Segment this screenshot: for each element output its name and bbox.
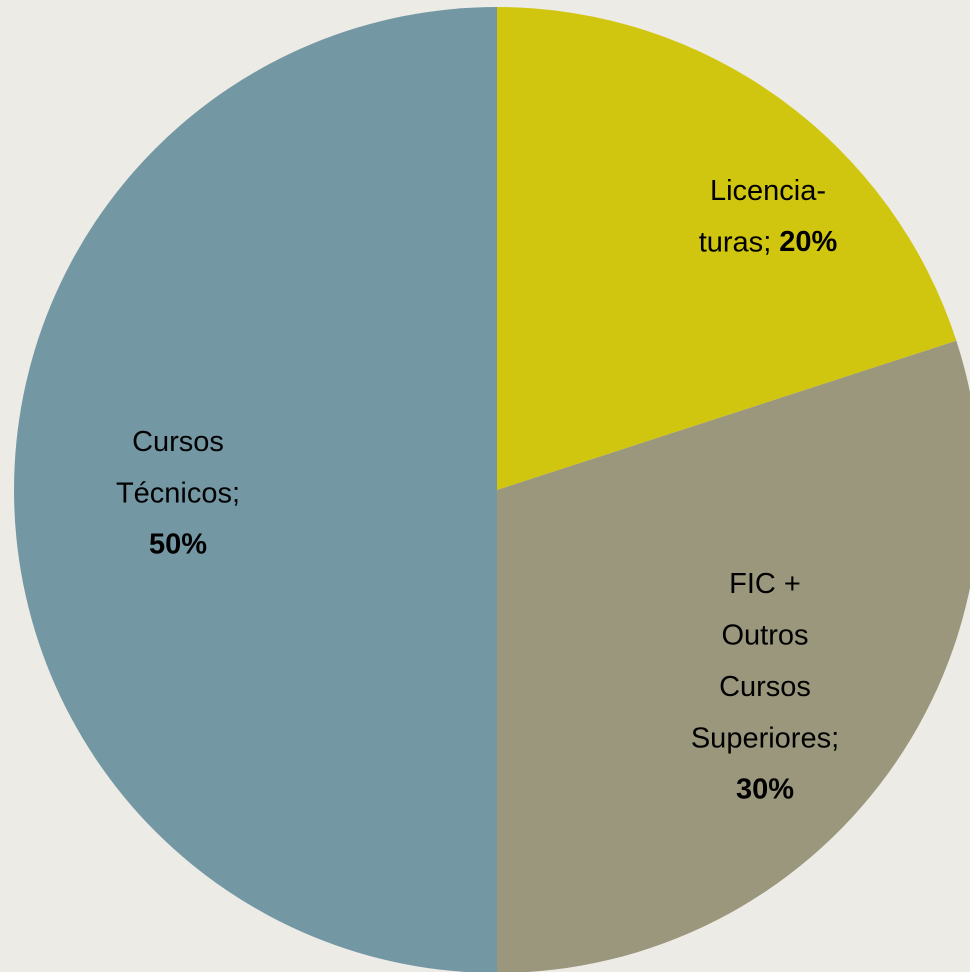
slice-label: Cursos Técnicos (116, 426, 232, 510)
pie-slice (497, 7, 957, 490)
label-separator: ; (232, 477, 240, 509)
label-separator: ; (831, 722, 839, 754)
pie-slice (14, 7, 497, 972)
slice-label: FIC + Outros Cursos Superiores (691, 568, 831, 755)
slice-label: Licencia-turas (699, 175, 826, 259)
value-label: 20% (779, 226, 837, 258)
label-separator: ; (763, 226, 771, 258)
value-label: 50% (149, 529, 207, 561)
pie-slice (497, 340, 970, 972)
value-label: 30% (736, 774, 794, 806)
